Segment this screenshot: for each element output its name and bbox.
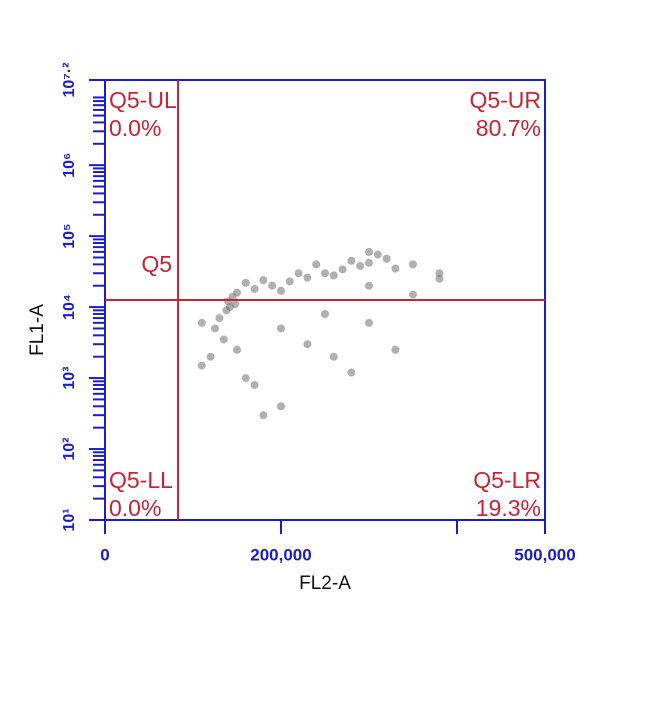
event-dot xyxy=(321,309,329,318)
event-dot xyxy=(312,260,321,269)
quadrant-percent: 0.0% xyxy=(109,495,161,521)
event-dot xyxy=(219,335,228,344)
y-tick-label: 10³ xyxy=(61,367,78,390)
y-tick-label: 10¹ xyxy=(61,508,78,531)
event-dot xyxy=(259,276,268,285)
quadrant-name: Q5-LL xyxy=(109,467,173,493)
y-tick-label: 10⁵ xyxy=(61,223,78,248)
event-dot xyxy=(338,265,347,274)
event-dot xyxy=(250,284,259,293)
event-dot xyxy=(435,274,444,283)
quadrant-name: Q5-UL xyxy=(109,87,177,113)
event-dot xyxy=(409,260,417,269)
event-dot xyxy=(277,402,285,411)
event-dot xyxy=(233,288,241,297)
event-dot xyxy=(329,352,338,361)
quadrant-name: Q5-LR xyxy=(473,467,541,493)
x-tick-label: 500,000 xyxy=(514,545,575,564)
event-dot xyxy=(373,250,382,259)
event-dot xyxy=(241,374,250,383)
event-dot xyxy=(294,269,303,278)
event-dot xyxy=(259,411,268,420)
quadrant-name: Q5-UR xyxy=(469,87,541,113)
event-dot xyxy=(356,261,365,270)
y-tick-label: 10⁶ xyxy=(61,153,78,178)
event-dot xyxy=(277,324,285,333)
x-axis-label: FL2-A xyxy=(299,573,351,594)
event-dot xyxy=(303,340,312,349)
event-dot xyxy=(347,256,356,265)
event-dot xyxy=(197,318,206,327)
event-dot xyxy=(268,281,277,290)
event-dot xyxy=(365,318,373,327)
event-dot xyxy=(241,278,250,287)
quadrant-percent: 80.7% xyxy=(476,115,541,141)
event-dot xyxy=(197,361,206,370)
event-dot xyxy=(211,324,219,333)
event-dot xyxy=(329,271,338,280)
y-axis-label: FL1-A xyxy=(27,304,48,356)
event-dot xyxy=(435,269,444,278)
event-dot xyxy=(382,254,391,263)
event-dot xyxy=(303,273,312,282)
y-tick-label: 10⁷·² xyxy=(61,62,78,97)
event-dot xyxy=(206,352,215,361)
event-dot xyxy=(250,380,259,389)
x-tick-label: 200,000 xyxy=(250,545,311,564)
event-dot xyxy=(215,314,224,323)
event-dot xyxy=(365,247,373,256)
event-dot xyxy=(391,345,400,354)
event-dot xyxy=(409,290,417,299)
x-tick-label: 0 xyxy=(100,545,109,564)
event-dot xyxy=(365,258,373,267)
quadrant-percent: 19.3% xyxy=(476,495,541,521)
event-dot xyxy=(233,345,241,354)
event-dot xyxy=(277,286,285,295)
event-dot xyxy=(347,368,356,377)
event-dot xyxy=(365,281,373,290)
y-tick-label: 10⁴ xyxy=(61,294,78,320)
event-dot xyxy=(391,264,400,273)
gate-label: Q5 xyxy=(141,251,172,277)
event-dot xyxy=(231,300,240,309)
event-dot xyxy=(285,277,294,286)
quadrant-percent: 0.0% xyxy=(109,115,161,141)
y-tick-label: 10² xyxy=(61,437,78,460)
event-dot xyxy=(222,306,231,315)
event-dot xyxy=(321,269,329,278)
